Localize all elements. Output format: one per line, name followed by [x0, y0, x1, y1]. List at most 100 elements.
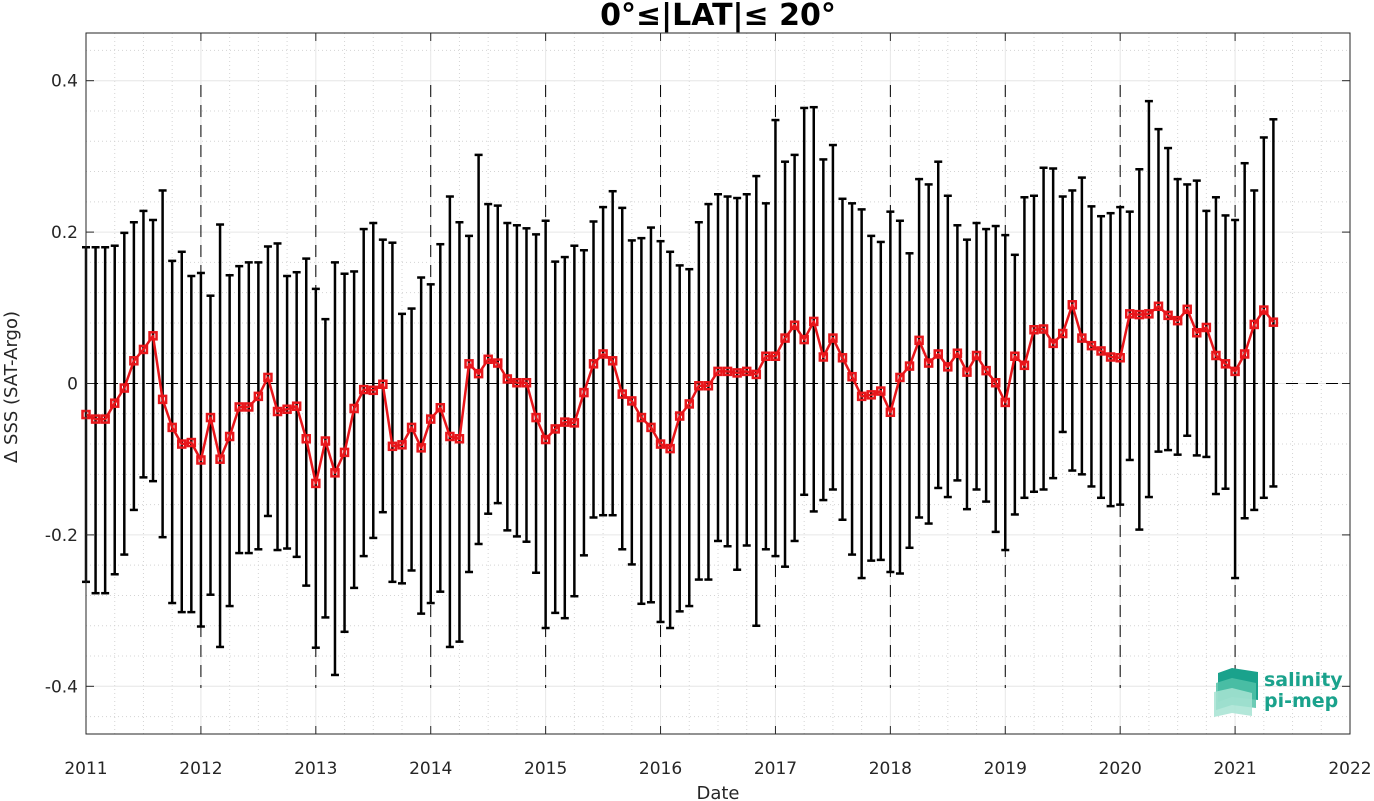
data-point [550, 424, 560, 434]
x-tick-label: 2011 [64, 759, 107, 779]
data-point [1220, 359, 1231, 369]
logo-text-salinity: salinity [1264, 669, 1343, 691]
data-point [282, 404, 292, 414]
data-point [684, 399, 695, 409]
data-point [1211, 350, 1221, 361]
y-tick-label: 0 [67, 375, 78, 395]
data-point [378, 379, 388, 390]
y-axis-label: Δ SSS (SAT-Argo) [1, 311, 22, 463]
data-point [215, 454, 225, 464]
series-markers [81, 300, 1279, 489]
data-point [1019, 360, 1030, 371]
data-point [837, 353, 848, 363]
x-tick-label: 2015 [524, 759, 567, 779]
data-point [339, 447, 350, 458]
data-point [818, 352, 829, 362]
data-point [1115, 353, 1125, 363]
salinity-pi-mep-logo: salinity pi-mep [1214, 668, 1343, 717]
data-point [387, 441, 398, 452]
data-point [291, 401, 302, 411]
data-point [885, 407, 896, 418]
data-point [789, 320, 800, 330]
data-point [1192, 328, 1202, 338]
data-point [148, 331, 158, 341]
error-bars [82, 99, 1278, 677]
data-point [435, 402, 446, 413]
logo-emblem [1214, 668, 1258, 717]
y-tick-label: 0.2 [51, 223, 78, 243]
data-point [493, 358, 503, 368]
data-point [847, 371, 857, 382]
data-point [1144, 309, 1154, 319]
data-point [962, 367, 972, 377]
data-point [1057, 328, 1068, 339]
x-tick-labels: 2011 2012 2013 2014 2015 2016 2017 2018 2019 2020… [64, 759, 1371, 779]
data-point [598, 349, 608, 359]
data-point [607, 356, 618, 366]
data-point [272, 406, 283, 417]
data-point [780, 333, 790, 343]
data-point [866, 390, 876, 400]
data-point [770, 351, 781, 361]
data-point [100, 414, 110, 424]
data-point [703, 381, 714, 391]
data-point [741, 366, 752, 377]
data-point [205, 412, 216, 423]
data-point [167, 422, 177, 433]
data-point [425, 414, 436, 424]
data-point [751, 369, 762, 380]
data-point [1096, 346, 1106, 356]
x-tick-label: 2020 [1099, 759, 1142, 779]
data-point [416, 443, 426, 453]
data-point [895, 372, 905, 383]
data-point [263, 372, 273, 383]
data-point [1259, 305, 1269, 315]
data-point [1182, 304, 1192, 315]
data-point [301, 434, 311, 444]
data-point [464, 359, 474, 369]
data-point [473, 368, 484, 379]
data-point [914, 335, 924, 346]
data-point [1000, 397, 1011, 408]
data-point [761, 351, 771, 361]
axis-ticks [85, 33, 1351, 734]
data-point [196, 455, 206, 465]
data-point [358, 384, 369, 395]
data-point [224, 431, 235, 442]
data-point [406, 422, 417, 433]
data-point [1163, 310, 1173, 321]
data-point [674, 411, 685, 421]
data-point [1067, 300, 1078, 310]
data-point [856, 391, 867, 402]
data-point [713, 366, 723, 377]
data-point [646, 422, 656, 433]
data-point [1086, 340, 1097, 351]
data-point [828, 333, 838, 343]
data-point [349, 403, 359, 414]
x-axis-label: Date [696, 783, 739, 801]
data-point [952, 348, 963, 358]
data-point [876, 386, 886, 396]
data-point [311, 478, 321, 489]
data-point [588, 359, 599, 369]
data-point [1249, 319, 1259, 330]
data-point [1125, 309, 1135, 319]
x-tick-label: 2018 [869, 759, 912, 779]
data-point [109, 398, 120, 408]
data-point [521, 377, 532, 388]
data-point [569, 418, 580, 428]
x-tick-label: 2016 [639, 759, 682, 779]
data-point [722, 366, 733, 377]
data-point [1268, 317, 1279, 327]
data-point [799, 334, 809, 345]
data-point [244, 402, 254, 412]
data-point [1201, 322, 1212, 333]
data-point [1010, 351, 1020, 361]
data-point [636, 412, 647, 423]
data-point [1105, 352, 1116, 362]
data-point [655, 439, 666, 449]
data-point [809, 316, 819, 327]
data-point [1153, 301, 1164, 312]
x-tick-label: 2012 [179, 759, 222, 779]
